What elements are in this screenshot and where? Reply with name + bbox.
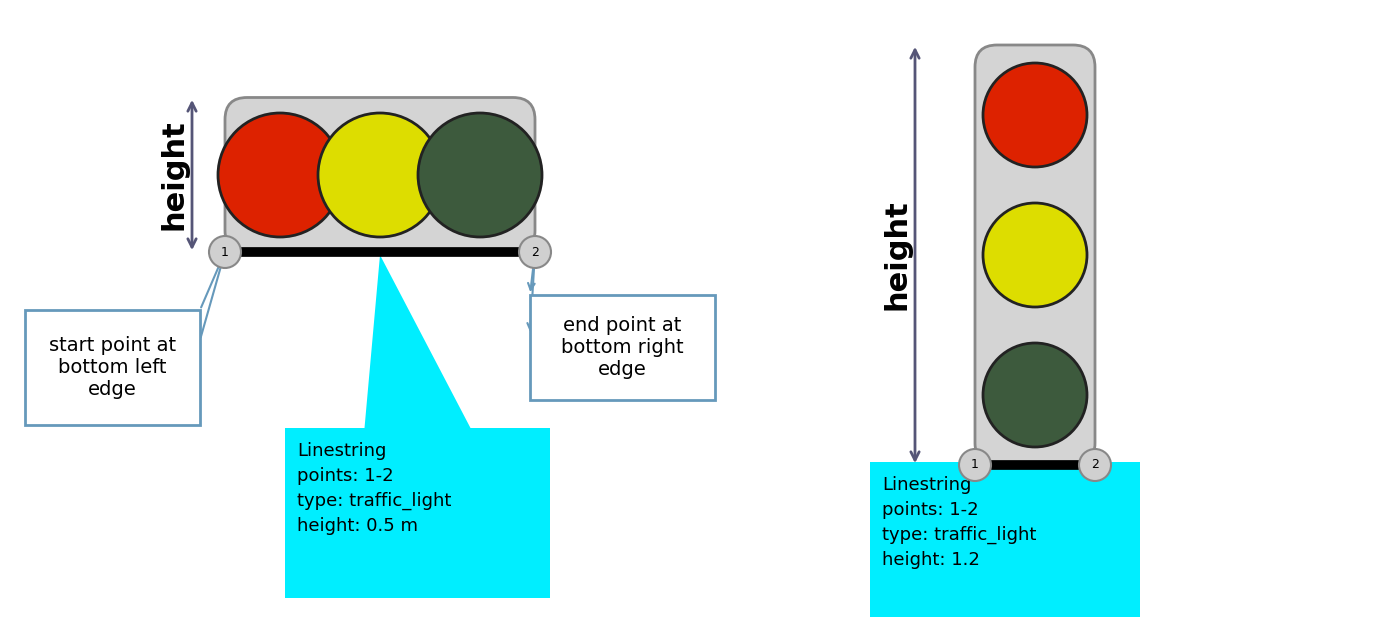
Text: 1: 1 [971, 458, 979, 471]
FancyBboxPatch shape [225, 98, 535, 252]
FancyBboxPatch shape [870, 462, 1140, 617]
FancyBboxPatch shape [25, 310, 201, 425]
FancyBboxPatch shape [530, 295, 715, 400]
Text: height: height [159, 120, 188, 230]
Circle shape [983, 203, 1087, 307]
Text: 1: 1 [221, 245, 230, 259]
Text: Linestring
points: 1-2
type: traffic_light
height: 0.5 m: Linestring points: 1-2 type: traffic_lig… [297, 442, 451, 535]
Circle shape [318, 113, 443, 237]
Polygon shape [910, 462, 1021, 468]
Circle shape [209, 236, 241, 268]
Circle shape [983, 343, 1087, 447]
Text: 2: 2 [531, 245, 539, 259]
Text: end point at
bottom right
edge: end point at bottom right edge [561, 316, 683, 379]
Text: Linestring
points: 1-2
type: traffic_light
height: 1.2: Linestring points: 1-2 type: traffic_lig… [882, 476, 1036, 569]
Circle shape [1079, 449, 1111, 481]
Text: 2: 2 [1091, 458, 1099, 471]
Circle shape [418, 113, 542, 237]
Circle shape [983, 63, 1087, 167]
Circle shape [958, 449, 992, 481]
Text: height: height [882, 200, 911, 310]
FancyBboxPatch shape [285, 428, 550, 598]
Circle shape [519, 236, 550, 268]
Circle shape [219, 113, 342, 237]
FancyBboxPatch shape [975, 45, 1095, 465]
Text: start point at
bottom left
edge: start point at bottom left edge [48, 336, 176, 399]
Polygon shape [365, 255, 470, 428]
